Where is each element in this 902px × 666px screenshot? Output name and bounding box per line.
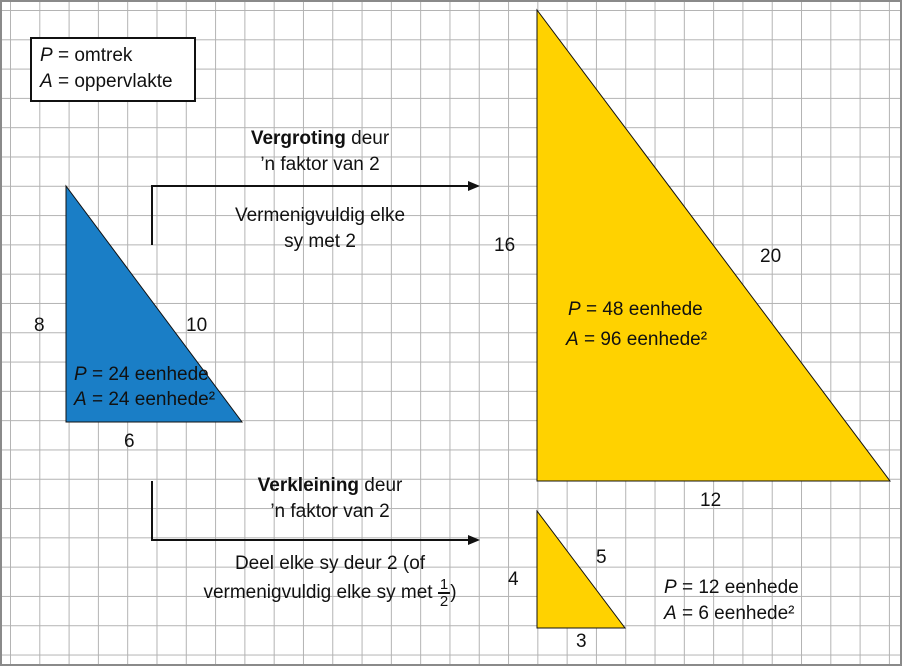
reduce-desc-1: Deel elke sy deur 2 (of xyxy=(234,553,426,574)
tiny-triangle xyxy=(536,509,627,629)
small-side-hypotenuse: 10 xyxy=(186,315,208,336)
reduce-factor: ’n faktor van 2 xyxy=(270,501,390,522)
small-side-vertical: 8 xyxy=(34,315,45,336)
tiny-perimeter: P = 12 eenhede xyxy=(664,577,799,598)
large-perimeter: P = 48 eenhede xyxy=(568,299,703,320)
small-perimeter: P = 24 eenhede xyxy=(74,364,209,385)
tiny-side-vertical: 4 xyxy=(508,569,519,590)
enlarge-desc-1: Vermenigvuldig elke xyxy=(234,205,406,226)
enlarge-desc-2: sy met 2 xyxy=(284,231,356,252)
small-side-base: 6 xyxy=(124,431,135,452)
reduce-title: Verkleining deur xyxy=(257,475,403,496)
enlarge-arrowhead xyxy=(468,181,480,191)
large-triangle xyxy=(536,8,891,482)
enlarge-arrow xyxy=(151,185,470,245)
enlarge-factor: ’n faktor van 2 xyxy=(260,154,380,175)
large-side-vertical: 16 xyxy=(494,235,516,256)
large-side-hypotenuse: 20 xyxy=(760,246,782,267)
reduce-arrowhead xyxy=(468,535,480,545)
tiny-side-base: 3 xyxy=(576,631,587,652)
reduce-arrow xyxy=(151,481,470,541)
tiny-area: A = 6 eenhede² xyxy=(664,603,795,624)
enlarge-title: Vergroting deur xyxy=(250,128,390,149)
large-area: A = 96 eenhede² xyxy=(566,329,708,350)
small-area: A = 24 eenhede² xyxy=(74,389,216,410)
legend-box: P = omtrek A = oppervlakte xyxy=(30,37,196,102)
legend-area: A = oppervlakte xyxy=(40,71,173,92)
legend-perimeter: P = omtrek xyxy=(40,45,133,66)
reduce-desc-2: vermenigvuldig elke sy met 1 2) xyxy=(203,576,457,610)
small-triangle xyxy=(65,184,243,423)
tiny-side-hypotenuse: 5 xyxy=(596,547,607,568)
large-side-base: 12 xyxy=(700,490,722,511)
